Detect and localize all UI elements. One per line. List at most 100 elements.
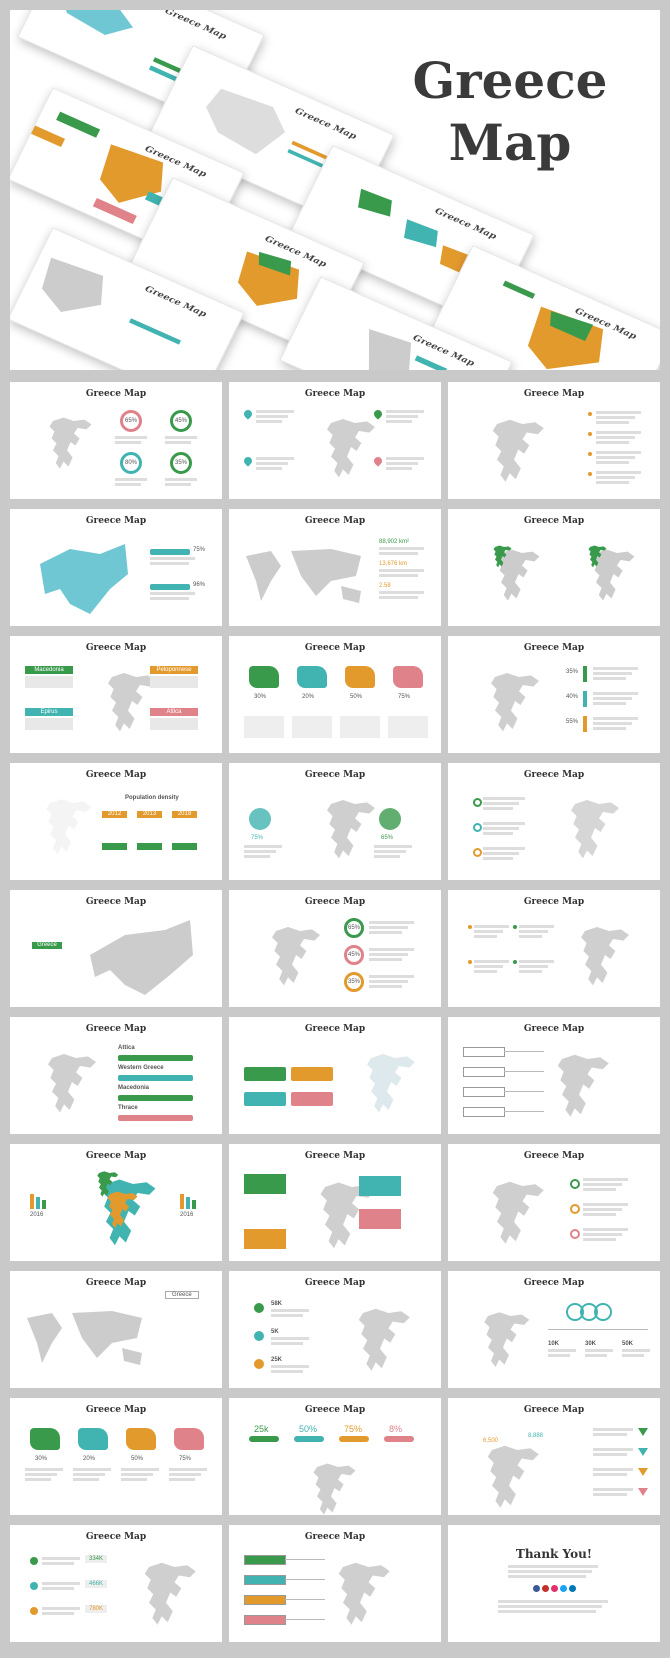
text-placeholder-line: [593, 1453, 627, 1456]
greece-map-graphic: [358, 1308, 410, 1371]
slide-thumb-pin-list[interactable]: Greece Map: [448, 763, 660, 880]
slide-thumb-world[interactable]: Greece Map 88,902 km² 13,676 km 2.58: [229, 509, 441, 626]
text-placeholder-line: [593, 677, 626, 680]
slide-thumb-labels-four[interactable]: Greece Map Macedonia Peloponnese Epirus Atti…: [10, 636, 222, 753]
slide-thumb-values-list[interactable]: Greece Map 334K 466K 780K: [10, 1525, 222, 1642]
tag-label: [244, 1092, 286, 1106]
triangle-marker: [638, 1488, 648, 1496]
slide-thumb-europe-gray[interactable]: Greece Map Greece: [10, 890, 222, 1007]
greece-map-graphic: [492, 1181, 544, 1244]
text-placeholder-line: [369, 985, 402, 988]
greece-map-graphic: [497, 549, 540, 601]
cover-title-line1: Greece: [412, 51, 608, 110]
slide-thumb-rings-timeline[interactable]: Greece Map 10K 30K 50K: [448, 1271, 660, 1388]
progress-bar: [118, 1115, 193, 1121]
connector-line: [504, 1071, 544, 1072]
ring-icon: [594, 1303, 612, 1321]
text-placeholder-line: [593, 1493, 627, 1496]
text-box: [25, 676, 73, 688]
text-placeholder-line: [593, 1468, 633, 1471]
percent-value: 30%: [254, 694, 267, 700]
slide-thumb-pins[interactable]: Greece Map: [229, 382, 441, 499]
social-icon[interactable]: [569, 1585, 576, 1592]
social-icon[interactable]: [542, 1585, 549, 1592]
country-label: Greece: [165, 1291, 199, 1299]
slide-thumb-circle-list[interactable]: Greece Map 65% 45% 35%: [229, 890, 441, 1007]
slide-thumb-world2[interactable]: Greece Map Greece: [10, 1271, 222, 1388]
slide-thumb-rings[interactable]: Greece Map: [448, 1144, 660, 1261]
text-placeholder-line: [271, 1365, 309, 1368]
text-placeholder-line: [519, 930, 548, 933]
text-placeholder-line: [374, 845, 412, 848]
slide-title: Greece Map: [523, 1024, 585, 1034]
greece-map-graphic: [46, 799, 92, 854]
bullet-dot: [588, 432, 592, 436]
text-placeholder-line: [379, 552, 418, 555]
slide-thumb-europe-blue[interactable]: Greece Map 75% 96%: [10, 509, 222, 626]
slide-title: Greece Map: [85, 1405, 147, 1415]
percent-value: 20%: [83, 1456, 96, 1462]
text-placeholder-line: [593, 1488, 633, 1491]
text-placeholder-line: [25, 1468, 63, 1471]
slide-thumb-outline-pop[interactable]: Greece Map Population density 2012 2013 2018: [10, 763, 222, 880]
social-icon[interactable]: [551, 1585, 558, 1592]
text-placeholder-line: [369, 980, 408, 983]
slide-thumb-map-bars[interactable]: Greece Map 35% 40% 55%: [448, 636, 660, 753]
slide-thumb-two-maps[interactable]: Greece Map: [448, 509, 660, 626]
text-placeholder-line: [386, 467, 412, 470]
text-placeholder-line: [583, 1203, 628, 1206]
social-icon[interactable]: [533, 1585, 540, 1592]
list-icon: [30, 1582, 38, 1590]
cover-slide-thumb: Greece Map: [279, 276, 513, 370]
stat-value: 25k: [254, 1424, 269, 1434]
greece-map-graphic: [107, 1191, 138, 1228]
slide-thumb-labels-left[interactable]: Greece Map: [229, 1525, 441, 1642]
text-placeholder-line: [593, 1433, 627, 1436]
donut-chart: 65%: [120, 410, 142, 432]
slide-thumb-regions-four-b[interactable]: Greece Map 30% 20% 50% 75%: [10, 1398, 222, 1515]
slide-thumb-callouts[interactable]: Greece Map: [448, 1017, 660, 1134]
text-placeholder-line: [42, 1582, 80, 1585]
slide-thumb-triangles[interactable]: Greece Map 6,500 8,888: [448, 1398, 660, 1515]
stat-icon: [254, 1303, 264, 1313]
percent-value: 50%: [350, 694, 363, 700]
slide-thumb-callouts2[interactable]: Greece Map: [229, 1144, 441, 1261]
thank-you-title: Thank You!: [515, 1547, 593, 1561]
mini-bar: [192, 1200, 196, 1209]
year-value: 2016: [30, 1212, 44, 1218]
pie-chart: [379, 808, 401, 830]
cover-map-graphic: [237, 251, 300, 306]
connector-line: [504, 1091, 544, 1092]
year-tag: 2013: [137, 811, 162, 818]
stat-icon: [254, 1331, 264, 1341]
timeline-value: 30K: [585, 1341, 597, 1347]
slide-thumb-regions-four[interactable]: Greece Map 30% 20% 50% 75%: [229, 636, 441, 753]
bullet-dot: [513, 960, 517, 964]
text-placeholder-line: [121, 1468, 159, 1471]
circle-stat: 35%: [344, 972, 364, 992]
slide-thumb-thanks[interactable]: Thank You!: [448, 1525, 660, 1642]
text-placeholder-line: [386, 420, 412, 423]
social-icon[interactable]: [560, 1585, 567, 1592]
text-placeholder-line: [369, 926, 408, 929]
pin-marker: [473, 798, 482, 807]
slide-thumb-icons-stats[interactable]: Greece Map 58K 5K 25K: [229, 1271, 441, 1388]
slide-thumb-progress[interactable]: Greece Map Attica Western Greece Macedonia T…: [10, 1017, 222, 1134]
donut-chart: 80%: [120, 452, 142, 474]
triangle-marker: [638, 1468, 648, 1476]
text-placeholder-line: [379, 569, 424, 572]
slide-thumb-donuts[interactable]: Greece Map 65% 45% 80% 35%: [10, 382, 222, 499]
text-placeholder-line: [593, 1448, 633, 1451]
slide-thumb-color-map[interactable]: Greece Map 2016 2016: [10, 1144, 222, 1261]
progress-bar: [150, 549, 190, 555]
slide-thumb-two-pies[interactable]: Greece Map 75% 65%: [229, 763, 441, 880]
text-placeholder-line: [508, 1570, 592, 1573]
text-box: [150, 718, 198, 730]
slide-thumb-tags[interactable]: Greece Map: [229, 1017, 441, 1134]
triangle-marker: [638, 1428, 648, 1436]
slide-thumb-dots[interactable]: Greece Map: [448, 890, 660, 1007]
text-placeholder-line: [369, 931, 402, 934]
slide-thumb-top-stats[interactable]: Greece Map 25k 50% 75% 8%: [229, 1398, 441, 1515]
slide-thumb-list-right[interactable]: Greece Map: [448, 382, 660, 499]
text-placeholder-line: [256, 420, 282, 423]
